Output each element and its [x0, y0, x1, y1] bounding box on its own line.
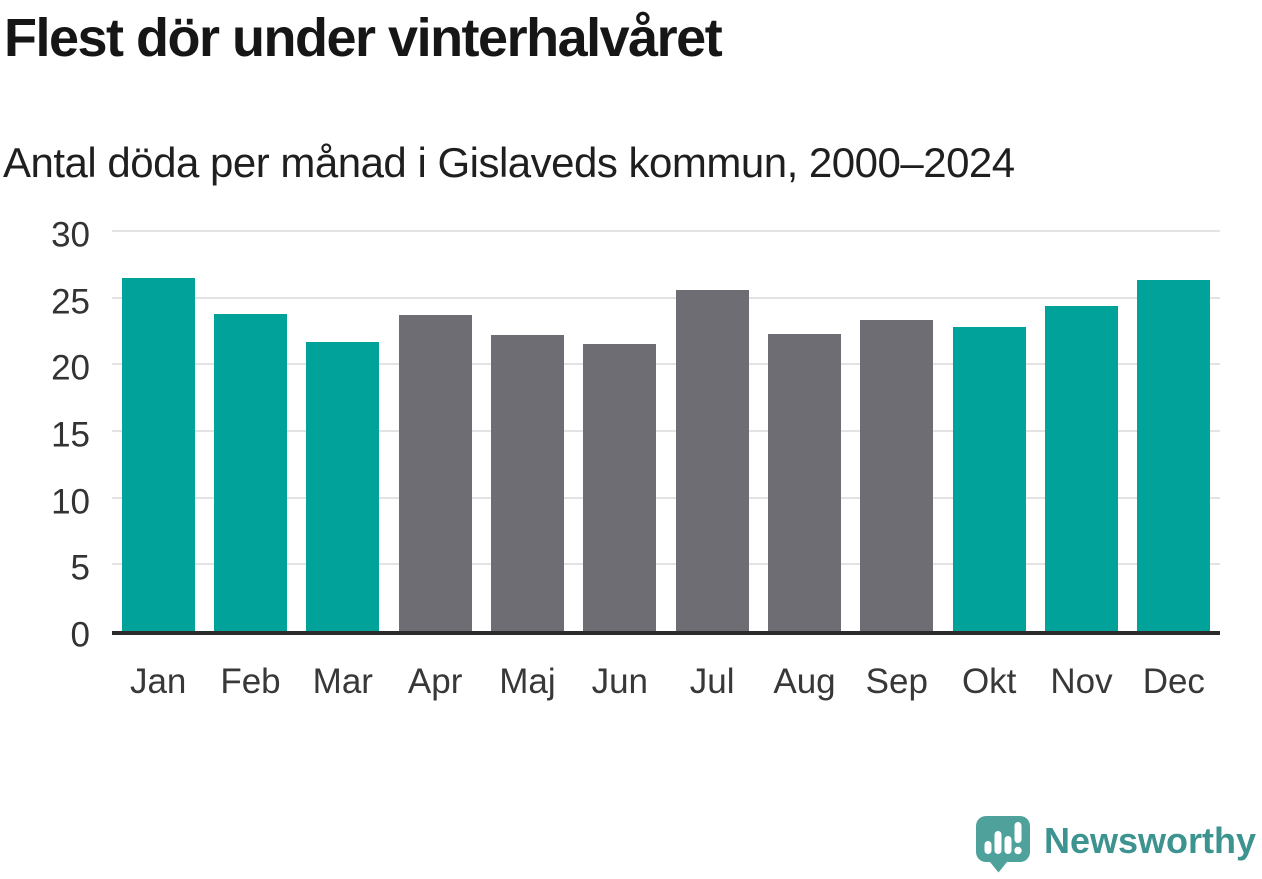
y-tick-5: 5 [70, 548, 90, 588]
y-axis-labels: 0 5 10 15 20 25 30 [0, 218, 90, 653]
newsworthy-logo: Newsworthy [975, 814, 1256, 874]
gridline-5 [112, 563, 1220, 566]
brand-name: Newsworthy [1043, 820, 1256, 861]
bar-sep [860, 320, 934, 631]
x-label-jun: Jun [591, 662, 649, 701]
bar-maj [491, 335, 564, 631]
x-label-feb: Feb [220, 662, 281, 701]
bar-okt [952, 327, 1026, 631]
logo-exclamation-dot [1014, 846, 1022, 855]
gridline-15 [112, 430, 1220, 432]
speech-bubble-shape [975, 816, 1030, 873]
bar-jun [583, 344, 657, 631]
logo-bar-2 [994, 831, 1002, 854]
x-label-okt: Okt [961, 662, 1017, 701]
y-tick-20: 20 [51, 348, 90, 388]
x-label-aug: Aug [773, 662, 836, 701]
gridline-30 [112, 230, 1220, 232]
bar-aug [768, 333, 841, 631]
bar-jul [675, 289, 749, 631]
bar-dec [1137, 280, 1211, 631]
gridline-25 [112, 296, 1220, 299]
gridline-20 [112, 363, 1220, 366]
logo-bar-1 [984, 841, 992, 854]
x-label-jul: Jul [689, 662, 735, 701]
chart-subtitle: Antal döda per månad i Gislaveds kommun,… [3, 139, 1015, 186]
bar-feb [214, 313, 287, 631]
x-label-jan: Jan [129, 662, 187, 701]
x-label-nov: Nov [1050, 662, 1113, 701]
gridline-10 [112, 496, 1220, 499]
x-label-dec: Dec [1142, 662, 1205, 701]
x-label-maj: Maj [499, 662, 556, 701]
y-tick-0: 0 [70, 615, 90, 655]
bar-jan [121, 277, 195, 631]
bar-apr [398, 315, 472, 631]
y-tick-30: 30 [51, 215, 90, 255]
newsworthy-logo-icon [975, 816, 1030, 873]
y-tick-10: 10 [51, 482, 90, 522]
logo-bar-3 [1004, 836, 1012, 854]
x-label-apr: Apr [407, 662, 463, 701]
x-label-sep: Sep [865, 662, 928, 701]
x-axis-labels: Jan Feb Mar Apr Maj Jun Jul Aug Sep Okt Nov Dec [112, 658, 1220, 706]
logo-exclamation-bar [1014, 822, 1022, 843]
chart-title: Flest dör under vinterhalvåret [4, 8, 723, 68]
plot-area [112, 230, 1220, 635]
bar-nov [1045, 305, 1118, 631]
x-label-mar: Mar [312, 662, 373, 701]
bar-mar [306, 341, 380, 631]
y-tick-25: 25 [51, 282, 90, 322]
y-tick-15: 15 [51, 415, 90, 455]
